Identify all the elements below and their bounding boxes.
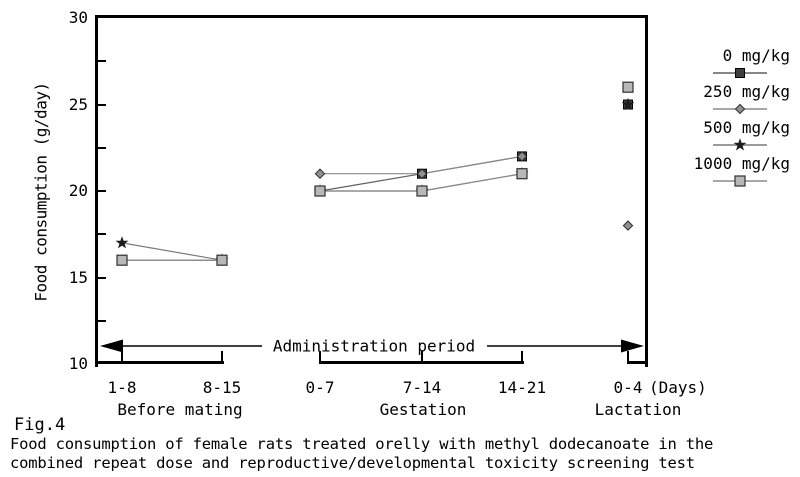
caption-line-2: combined repeat dose and reproductive/de… [10,454,695,472]
y-axis-tick [98,104,106,106]
y-tick-label: 15 [68,267,88,287]
x-group-label: Before mating [117,400,243,419]
x-axis-tick [627,351,629,362]
x-tick-label: 7-14 [402,378,442,397]
y-tick-label: 25 [68,94,88,114]
legend-item-label: 500 mg/kg [703,118,790,137]
plot-right-border [645,15,648,367]
y-axis-tick [98,233,106,235]
x-axis-bracket [627,361,648,364]
x-tick-label: 0-4 [613,378,643,397]
marker-square-light [516,168,528,180]
y-tick-label: 10 [68,354,88,373]
x-axis-unit-label: (Days) [649,378,707,397]
x-group-label: Lactation [594,400,682,419]
x-group-label: Gestation [379,400,467,419]
y-axis-title: Food consumption (g/day) [31,82,51,302]
y-axis-tick [98,190,106,192]
right-arrowhead-icon [621,339,644,353]
y-tick-label: 30 [68,8,88,27]
marker-star [733,138,747,151]
y-axis-tick [98,277,106,279]
marker-star [621,97,635,110]
x-tick-label: 0-7 [305,378,335,397]
marker-square-light [622,81,634,93]
marker-square-light [116,254,128,266]
administration-period-label: Administration period [272,336,476,356]
x-axis-tick [319,351,321,362]
marker-star [115,236,129,249]
marker-diamond [416,168,428,180]
x-axis-tick [521,351,523,362]
left-arrowhead-icon [100,339,123,353]
marker-diamond [314,168,326,180]
marker-square-light [314,185,326,197]
y-tick-label: 20 [68,181,88,200]
x-axis-tick [221,351,223,362]
figure-number: Fig.4 [14,415,66,435]
y-axis-tick [98,60,106,62]
marker-square-light [216,254,228,266]
x-axis-bracket [319,361,524,364]
marker-diamond [622,220,634,231]
x-axis-tick [121,351,123,362]
marker-square-light [416,185,428,197]
legend-item-label: 0 mg/kg [722,46,790,65]
x-axis-bracket [95,361,224,364]
marker-square-light [734,175,746,187]
x-axis-tick [421,351,423,362]
series-line [121,242,223,261]
marker-diamond [516,151,528,162]
y-axis-tick [98,147,106,149]
plot-top-border [95,15,648,18]
x-tick-label: 8-15 [202,378,242,397]
x-tick-label: 1-8 [107,378,137,397]
caption-line-1: Food consumption of female rats treated … [10,435,714,453]
x-tick-label: 14-21 [497,378,547,397]
marker-diamond [734,103,746,115]
marker-square-dark [735,68,745,78]
y-axis-tick [98,320,106,322]
y-axis-line [95,15,98,367]
legend-item-label: 250 mg/kg [703,82,790,101]
legend-item-label: 1000 mg/kg [693,154,790,173]
